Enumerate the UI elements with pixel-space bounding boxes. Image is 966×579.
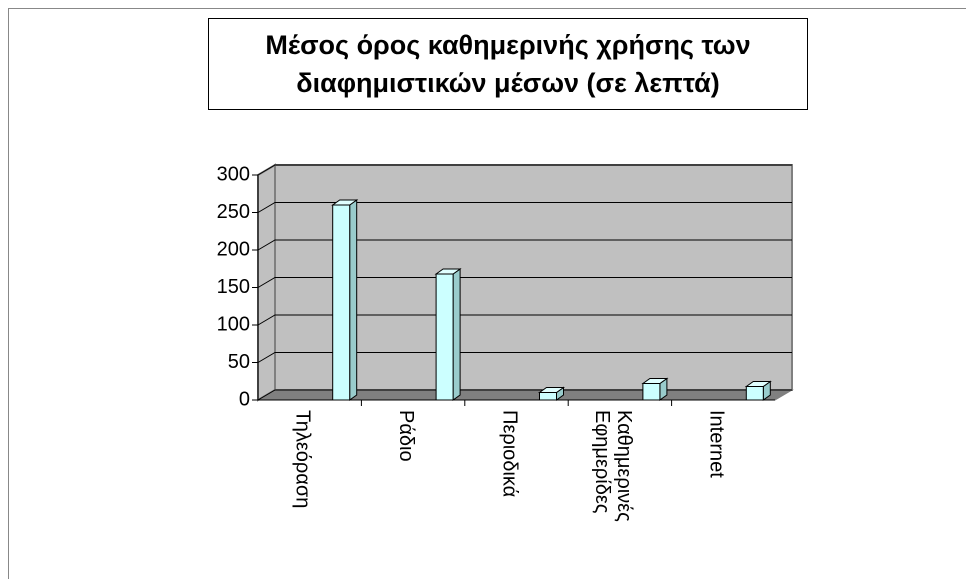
bar xyxy=(641,377,669,401)
bar xyxy=(331,199,359,401)
x-tick-label: Internet xyxy=(705,410,727,478)
bar-front xyxy=(642,383,661,401)
grid-line xyxy=(257,314,792,326)
y-tick-label: 150 xyxy=(217,276,250,298)
x-tick-label: ΚαθημερινέςΕφημερίδες xyxy=(591,410,635,522)
bar xyxy=(744,380,772,401)
bar xyxy=(434,268,462,401)
x-tick-label: Περιοδικά xyxy=(498,410,520,497)
bar-front xyxy=(332,204,351,401)
grid-line xyxy=(257,239,792,251)
y-tick-label: 300 xyxy=(217,163,250,185)
grid-line xyxy=(257,352,792,363)
y-tick-label: 100 xyxy=(217,313,250,335)
grid-line xyxy=(257,164,792,176)
bar xyxy=(537,386,566,401)
bar-front xyxy=(435,273,454,401)
y-tick-label: 50 xyxy=(228,351,250,373)
x-tick-label: Τηλεόραση xyxy=(291,410,313,508)
bar-side xyxy=(452,268,461,401)
x-tick-label: Ράδιο xyxy=(395,410,417,462)
bar-front xyxy=(745,386,764,401)
y-tick-label: 0 xyxy=(239,388,250,410)
frame xyxy=(8,8,966,579)
y-tick-label: 200 xyxy=(217,238,250,260)
grid-line xyxy=(257,389,792,401)
bar-side xyxy=(349,199,358,401)
bar-front xyxy=(539,392,557,401)
chart-title: Μέσος όρος καθημερινής χρήσης των διαφημ… xyxy=(208,18,808,110)
grid-line xyxy=(257,202,792,213)
y-tick-label: 250 xyxy=(217,201,250,223)
grid-line xyxy=(257,277,792,288)
